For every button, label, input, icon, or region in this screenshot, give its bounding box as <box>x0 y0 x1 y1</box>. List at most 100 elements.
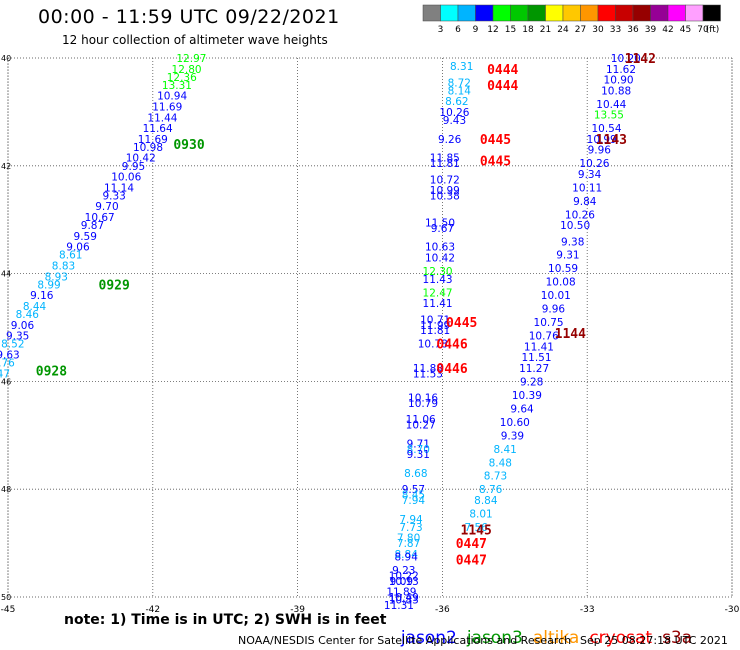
wave-height-label: 9.64 <box>510 403 534 415</box>
wave-height-label: 11.64 <box>143 123 173 135</box>
colorbar-tick-label: 42 <box>662 25 673 34</box>
wave-height-label: 10.90 <box>604 75 634 87</box>
wave-height-label: 8.46 <box>16 309 40 321</box>
wave-height-label: 8.99 <box>37 279 60 291</box>
wave-height-label: 9.23 <box>392 565 415 577</box>
wave-height-label: 10.16 <box>408 393 438 405</box>
wave-height-label: 13.31 <box>162 80 192 92</box>
lon-tick-label: -39 <box>290 605 305 615</box>
wave-height-label: 11.62 <box>606 64 636 76</box>
wave-height-label: 11.41 <box>524 341 554 353</box>
pass-time-label: 1143 <box>596 133 627 148</box>
wave-height-label: 9.31 <box>407 449 430 461</box>
wave-height-label: 10.83 <box>389 595 419 607</box>
wave-height-label: 8.76 <box>0 358 15 370</box>
lat-tick-label: 42 <box>1 162 11 171</box>
wave-height-label: 10.08 <box>546 277 576 289</box>
wave-height-label: 12.80 <box>172 64 202 76</box>
wave-height-label: 7.73 <box>399 522 422 534</box>
lat-tick-label: 46 <box>1 377 11 386</box>
wave-height-label: 10.50 <box>560 220 590 232</box>
pass-time-label: 0445 <box>446 316 477 331</box>
pass-time-label: 1145 <box>461 524 492 539</box>
wave-height-label: 9.84 <box>573 196 597 208</box>
wave-height-label: 9.43 <box>443 115 466 127</box>
lon-tick-label: -42 <box>145 605 160 615</box>
wave-height-label: 10.38 <box>430 190 460 202</box>
pass-time-label: 0445 <box>480 133 511 148</box>
wave-height-label: 11.50 <box>425 217 455 229</box>
pass-time-label: 1144 <box>555 327 586 342</box>
wave-height-label: 10.63 <box>425 242 455 254</box>
wave-height-label: 8.52 <box>1 339 24 351</box>
wave-height-label: 7.87 <box>397 538 420 550</box>
wave-height-label: 11.81 <box>430 158 460 170</box>
colorbar-tick-label: 30 <box>592 25 604 34</box>
wave-height-label: 10.01 <box>541 290 571 302</box>
wave-height-label: 10.06 <box>111 172 141 184</box>
wave-height-label: 8.94 <box>395 552 419 564</box>
page-title: 00:00 - 11:59 UTC 09/22/2021 <box>38 6 340 28</box>
colorbar-tick-label: 18 <box>522 25 534 34</box>
wave-height-label: 9.28 <box>520 376 543 388</box>
wave-height-label: 11.31 <box>384 600 414 612</box>
wave-height-label: 11.06 <box>406 414 436 426</box>
wave-height-label: 12.30 <box>423 266 453 278</box>
wave-height-label: 10.98 <box>133 142 163 154</box>
wave-height-label: 10.60 <box>500 417 530 429</box>
wave-height-label: 12.97 <box>176 53 206 65</box>
wave-height-label: 8.31 <box>450 61 473 73</box>
wave-height-label: 10.42 <box>425 252 455 264</box>
wave-height-label: 11.69 <box>152 102 182 114</box>
wave-height-label: 10.11 <box>572 182 602 194</box>
wave-height-label: 12.36 <box>167 72 197 84</box>
wave-height-label: 10.49 <box>389 592 419 604</box>
legend-cryosat: cryosat <box>589 628 653 648</box>
wave-height-label: 10.67 <box>85 212 115 224</box>
wave-height-label: 8.61 <box>59 250 82 262</box>
lat-tick-label: 50 <box>1 593 11 602</box>
wave-height-label: 11.85 <box>430 153 460 165</box>
pass-time-label: 0447 <box>456 553 487 568</box>
pass-time-label: 0929 <box>99 278 130 293</box>
pass-time-label: 0446 <box>436 338 467 353</box>
wave-height-label: 11.41 <box>423 298 453 310</box>
pass-time-label: 0930 <box>173 138 204 153</box>
pass-time-label: 0446 <box>436 362 467 377</box>
wave-height-label: 10.59 <box>548 263 578 275</box>
wave-height-label: 9.09 <box>390 576 413 588</box>
wave-height-label: 7.94 <box>402 495 426 507</box>
wave-height-label: 11.51 <box>521 352 551 364</box>
lon-tick-label: -33 <box>580 605 595 615</box>
lat-tick-label: 44 <box>1 270 11 279</box>
wave-height-label: 11.44 <box>147 112 177 124</box>
wave-height-label: 10.78 <box>418 339 448 351</box>
wave-height-label: 8.47 <box>0 368 10 380</box>
wave-height-label: 8.72 <box>448 77 471 89</box>
wave-height-label: 9.96 <box>542 304 566 316</box>
wave-height-label: 10.20 <box>611 53 641 65</box>
wave-height-label: 10.44 <box>596 99 626 111</box>
colorbar-tick-label: 36 <box>627 25 639 34</box>
colorbar-tick-label: 21 <box>540 25 551 34</box>
wave-height-label: 8.01 <box>469 508 492 520</box>
wave-height-label: 11.27 <box>519 363 549 375</box>
wave-height-label: 11.89 <box>386 587 416 599</box>
wave-height-label: 12.47 <box>423 287 453 299</box>
wave-height-label: 9.39 <box>501 430 524 442</box>
wave-height-label: 7.94 <box>399 514 423 526</box>
wave-height-label: 7.80 <box>397 533 420 545</box>
wave-height-label: 10.42 <box>126 153 156 165</box>
wave-height-map: -45 -42 -39 -36 -33 -30 40 42 44 46 48 50 12.9712.80… <box>0 52 740 615</box>
lon-tick-label: -30 <box>725 605 740 615</box>
wave-height-label: 9.26 <box>438 134 462 146</box>
colorbar-tick-label: 6 <box>455 25 461 34</box>
wave-height-label: 9.95 <box>122 161 145 173</box>
wave-height-label: 8.83 <box>52 261 75 273</box>
wave-height-label: 9.71 <box>407 438 430 450</box>
legend-jason2: jason2 <box>400 628 457 648</box>
wave-height-label: 10.22 <box>389 570 419 582</box>
colorbar-tick-label: 27 <box>575 25 586 34</box>
colorbar-tick-label: 15 <box>505 25 516 34</box>
wave-height-label: 9.57 <box>402 484 425 496</box>
